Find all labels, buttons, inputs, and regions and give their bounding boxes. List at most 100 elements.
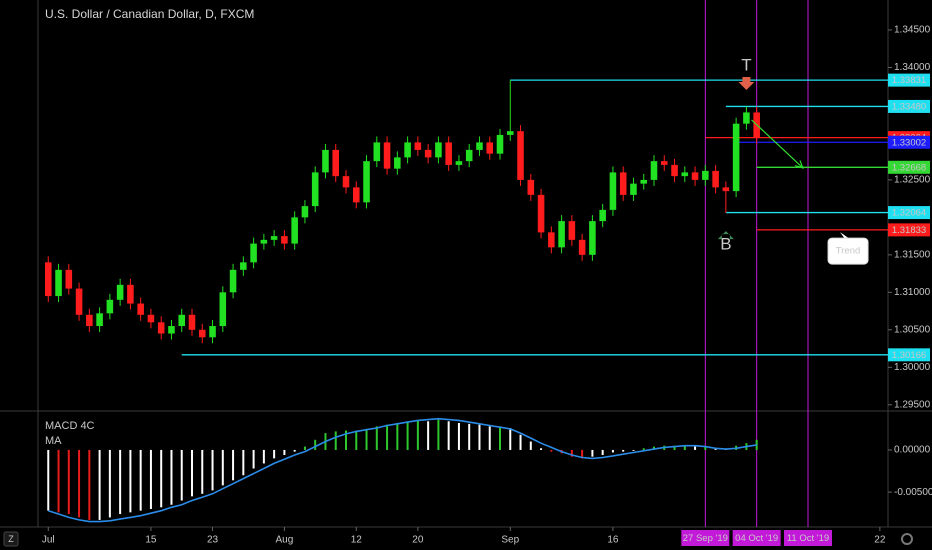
- histogram-bar: [601, 449, 604, 456]
- price-label: 1.30166: [892, 350, 926, 361]
- date-marker-label: 27 Sep '19: [683, 533, 728, 544]
- histogram-bar: [632, 449, 635, 451]
- histogram-bar: [611, 449, 614, 453]
- histogram-bar: [591, 449, 594, 457]
- x-tick-label: 23: [207, 535, 219, 546]
- candle-body: [260, 239, 268, 244]
- candle-body: [465, 149, 473, 162]
- histogram-bar: [416, 420, 419, 450]
- histogram-bar: [540, 448, 543, 450]
- candle-body: [157, 322, 165, 334]
- y-tick-label: 1.29500: [894, 399, 931, 410]
- trend-arrow-head: [795, 160, 804, 169]
- candle-body: [517, 131, 524, 180]
- histogram-bar: [529, 441, 532, 450]
- candle-body: [96, 313, 103, 327]
- histogram-bar: [303, 446, 306, 450]
- histogram-bar: [149, 449, 152, 509]
- zoom-icon[interactable]: Z: [8, 534, 14, 544]
- zoom-button[interactable]: [3, 531, 19, 547]
- candle-body: [589, 221, 596, 255]
- histogram-bar: [396, 422, 399, 450]
- histogram-bar: [211, 449, 214, 491]
- candle-body: [322, 149, 329, 173]
- price-label-box: [888, 223, 930, 237]
- histogram-bar: [293, 449, 296, 452]
- histogram-bar: [406, 421, 409, 450]
- candle-body: [619, 172, 627, 195]
- macd-ma-label: MA: [45, 435, 62, 447]
- histogram-bar: [427, 421, 430, 450]
- histogram-bar: [47, 449, 50, 511]
- candle-body: [342, 176, 350, 188]
- histogram-bar: [139, 449, 142, 511]
- candle-body: [743, 112, 750, 124]
- candle-body: [506, 131, 514, 135]
- histogram-bar: [191, 449, 193, 497]
- y-tick-label: 1.34000: [894, 62, 931, 73]
- candle-body: [198, 329, 206, 338]
- candle-body: [229, 269, 237, 293]
- candle-body: [558, 221, 565, 248]
- price-label: 1.32668: [892, 162, 926, 173]
- date-marker-box: [681, 530, 730, 546]
- price-label: 1.33002: [892, 137, 926, 148]
- histogram-bar: [67, 449, 70, 515]
- candle-body: [527, 179, 535, 195]
- y-tick-label: 1.31500: [894, 249, 931, 260]
- plot-layer: 1.34500 1.34000 1.32500 1.31500 1.31000 1.305…: [42, 0, 932, 546]
- candle-body: [424, 149, 432, 158]
- histogram-bar: [478, 424, 481, 450]
- histogram-bar: [365, 428, 368, 450]
- candle-body: [691, 172, 699, 180]
- candle-body: [281, 236, 288, 244]
- histogram-bar: [519, 434, 522, 450]
- candle-body: [219, 292, 227, 327]
- candle-body: [116, 284, 124, 300]
- histogram-bar: [437, 419, 440, 450]
- price-label-box: [888, 348, 930, 362]
- histogram-bar: [334, 431, 337, 450]
- callout-box: [827, 237, 869, 265]
- price-label: 1.33831: [892, 75, 926, 86]
- candle-body: [671, 164, 678, 177]
- candle-body: [702, 170, 709, 180]
- candle-body: [352, 187, 360, 203]
- candle-body: [640, 179, 648, 184]
- date-marker-box: [732, 530, 781, 546]
- price-label-box: [888, 99, 930, 113]
- price-label-box: [888, 160, 930, 174]
- candle-body: [537, 194, 545, 233]
- x-tick-label: 22: [874, 535, 886, 546]
- candle-body: [168, 326, 175, 334]
- candle-body: [75, 288, 83, 315]
- x-tick-label: Sep: [501, 535, 519, 546]
- histogram-bar: [457, 422, 460, 450]
- histogram-bar: [57, 449, 60, 513]
- y-tick-label: 1.32500: [894, 175, 931, 186]
- candle-body: [332, 149, 340, 177]
- candle-body: [301, 206, 309, 218]
- annotation-label: T: [741, 55, 751, 74]
- candle-body: [240, 262, 247, 270]
- candle-body: [732, 123, 740, 192]
- histogram-bar: [221, 449, 224, 486]
- y-tick-label: 1.30000: [894, 362, 931, 373]
- histogram-bar: [375, 426, 378, 450]
- candle-body: [435, 142, 442, 158]
- x-tick-label: Jul: [42, 535, 55, 546]
- date-marker-label: 04 Oct '19: [735, 533, 778, 544]
- candle-body: [86, 314, 93, 327]
- candle-body: [178, 314, 186, 327]
- settings-icon[interactable]: [901, 533, 913, 545]
- candle-body: [55, 269, 62, 297]
- histogram-bar: [714, 448, 717, 450]
- x-tick-label: 15: [145, 535, 157, 546]
- candle-body: [250, 243, 257, 263]
- histogram-bar: [273, 449, 276, 459]
- macd-title: MACD 4C: [45, 420, 95, 432]
- date-marker-box: [784, 530, 832, 546]
- histogram-bar: [447, 421, 450, 450]
- candle-body: [660, 161, 668, 165]
